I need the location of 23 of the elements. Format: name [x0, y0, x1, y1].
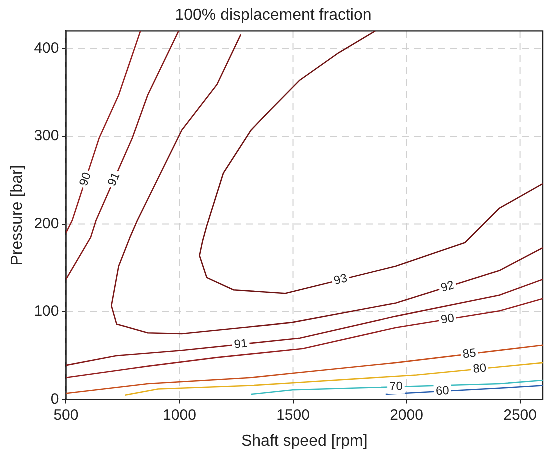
y-tick-label: 400: [34, 40, 60, 57]
x-tick-label: 1500: [276, 406, 310, 424]
text: 92: [439, 278, 456, 296]
series-label: 60: [436, 383, 450, 398]
text: 80: [472, 360, 488, 376]
chart-title: 100% displacement fraction: [175, 7, 372, 24]
text: 91: [104, 170, 123, 188]
text: 90: [440, 310, 456, 327]
y-tick-label: 0: [50, 390, 60, 408]
series-label: 70: [389, 379, 404, 394]
x-tick-label: 2000: [390, 406, 424, 424]
x-tick-label: 2500: [504, 406, 537, 424]
text: 93: [332, 270, 350, 288]
x-tick-label: 1000: [163, 406, 196, 424]
y-tick-label: 200: [34, 215, 60, 232]
text: 85: [462, 346, 478, 362]
text: 91: [234, 336, 249, 352]
x-tick-label: 500: [54, 406, 79, 424]
y-tick-label: 100: [34, 303, 60, 320]
x-axis-title: Shaft speed [rpm]: [241, 432, 368, 450]
y-tick-label: 300: [34, 128, 60, 145]
text: 90: [76, 170, 94, 188]
y-axis-title: Pressure [bar]: [9, 165, 26, 266]
